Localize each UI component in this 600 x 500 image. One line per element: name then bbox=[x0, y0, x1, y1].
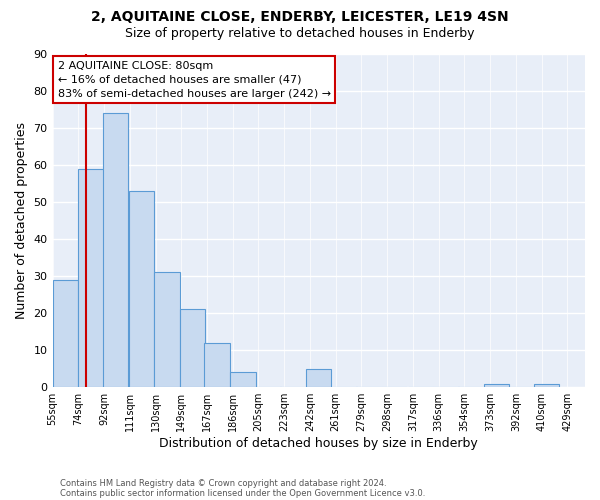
Text: Contains public sector information licensed under the Open Government Licence v3: Contains public sector information licen… bbox=[60, 488, 425, 498]
Bar bbox=[306, 368, 331, 387]
Y-axis label: Number of detached properties: Number of detached properties bbox=[15, 122, 28, 319]
Bar bbox=[103, 113, 128, 387]
X-axis label: Distribution of detached houses by size in Enderby: Distribution of detached houses by size … bbox=[160, 437, 478, 450]
Bar bbox=[534, 384, 559, 387]
Bar bbox=[128, 191, 154, 387]
Bar bbox=[484, 384, 509, 387]
Bar bbox=[230, 372, 256, 387]
Text: 2 AQUITAINE CLOSE: 80sqm
← 16% of detached houses are smaller (47)
83% of semi-d: 2 AQUITAINE CLOSE: 80sqm ← 16% of detach… bbox=[58, 60, 331, 98]
Bar bbox=[79, 169, 104, 387]
Bar bbox=[205, 343, 230, 387]
Bar bbox=[53, 280, 78, 387]
Text: Contains HM Land Registry data © Crown copyright and database right 2024.: Contains HM Land Registry data © Crown c… bbox=[60, 478, 386, 488]
Text: 2, AQUITAINE CLOSE, ENDERBY, LEICESTER, LE19 4SN: 2, AQUITAINE CLOSE, ENDERBY, LEICESTER, … bbox=[91, 10, 509, 24]
Text: Size of property relative to detached houses in Enderby: Size of property relative to detached ho… bbox=[125, 28, 475, 40]
Bar bbox=[180, 310, 205, 387]
Bar bbox=[154, 272, 179, 387]
